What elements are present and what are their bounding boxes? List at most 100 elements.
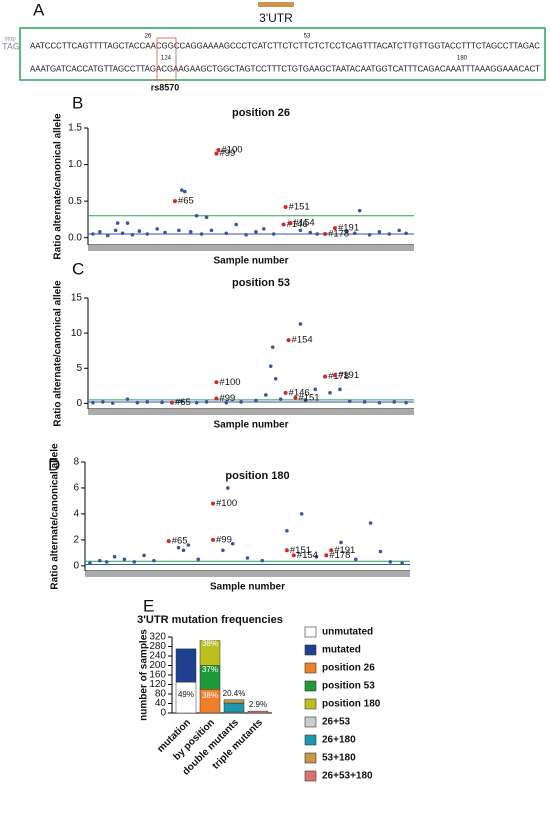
sample-point <box>285 528 289 533</box>
y-tick-label: 80 <box>155 689 167 700</box>
position-label: 26 <box>145 34 152 40</box>
sample-point <box>347 399 352 404</box>
sample-point <box>145 232 150 236</box>
sample-point <box>132 560 137 564</box>
y-tick-label: 0 <box>160 708 166 719</box>
highlight-label: #154 <box>294 218 315 229</box>
legend-label: position 26 <box>322 663 375 674</box>
y-tick-label: 280 <box>149 641 166 652</box>
y-tick-label: 5 <box>76 363 82 374</box>
sample-point <box>186 543 191 547</box>
sample-point <box>91 400 95 405</box>
sample-point <box>315 232 319 236</box>
percent-label: 20.4% <box>223 689 246 698</box>
y-tick-label: 15 <box>71 293 83 304</box>
sample-point <box>91 232 95 236</box>
sample-point <box>368 521 373 525</box>
stop-codon: TAG <box>2 41 20 51</box>
highlight-label: #99 <box>219 148 235 159</box>
sample-point <box>115 221 120 225</box>
sample-point <box>221 548 225 553</box>
bar-segment <box>175 648 197 683</box>
sample-point <box>339 540 343 545</box>
sample-point <box>125 221 130 225</box>
sample-point <box>254 230 258 234</box>
y-tick-label: 120 <box>149 679 166 690</box>
y-axis-label: number of samples <box>139 629 150 721</box>
highlight-label: #151 <box>289 201 310 212</box>
chart-title: 3'UTR mutation frequencies <box>137 614 283 626</box>
sample-point <box>298 228 303 233</box>
legend-swatch <box>304 680 317 692</box>
sample-point <box>101 400 105 404</box>
y-tick-label: 2 <box>73 534 79 545</box>
stop-label: stop <box>4 37 16 43</box>
sample-point <box>264 393 268 397</box>
sample-point <box>194 213 199 218</box>
sample-point <box>88 561 92 566</box>
highlight-point <box>324 553 329 558</box>
bar-segment <box>199 640 221 666</box>
sample-point <box>120 231 125 236</box>
x-axis-label: Sample number <box>210 582 285 593</box>
highlight-label: #99 <box>216 534 232 545</box>
sample-point <box>160 400 164 405</box>
sample-point <box>362 400 367 404</box>
legend-swatch <box>304 644 317 656</box>
y-axis-label: Ratio alternate/canonical allele <box>53 280 64 427</box>
highlight-point <box>214 380 219 385</box>
highlight-point <box>283 390 288 395</box>
sample-point <box>270 345 275 349</box>
legend-swatch <box>304 770 317 782</box>
highlight-point <box>329 548 334 553</box>
sample-point <box>204 400 209 404</box>
sample-point <box>142 553 146 558</box>
sample-point <box>224 400 229 405</box>
panel-label: A <box>33 0 45 19</box>
highlight-label: #154 <box>297 550 318 561</box>
highlight-point <box>291 553 296 558</box>
legend-label: mutated <box>322 645 361 656</box>
highlight-point <box>166 539 171 544</box>
legend-label: unmutated <box>322 627 373 638</box>
y-tick-label: 0 <box>73 560 79 571</box>
percent-label: 37% <box>202 665 218 674</box>
sample-point <box>303 398 308 402</box>
highlight-label: #154 <box>292 335 313 346</box>
sample-point <box>345 229 349 233</box>
highlight-label: #151 <box>290 545 311 556</box>
legend-swatch <box>304 716 317 728</box>
legend-swatch <box>304 698 317 710</box>
y-tick-label: 40 <box>155 698 167 709</box>
highlight-label: #191 <box>338 223 359 234</box>
panel-label: D <box>48 455 60 474</box>
sample-point <box>181 548 186 553</box>
y-axis-label: Ratio alternate/canonical allele <box>53 113 64 260</box>
sample-point <box>224 231 229 236</box>
legend-label: 53+180 <box>322 753 356 764</box>
highlight-point <box>169 400 174 405</box>
position-label: 124 <box>161 56 172 62</box>
highlight-point <box>214 396 219 401</box>
sample-point <box>254 398 258 403</box>
snp-box <box>156 37 177 81</box>
sample-point <box>163 230 167 235</box>
sample-point <box>145 400 150 404</box>
sample-point <box>122 557 127 562</box>
chart-title: position 53 <box>232 277 290 289</box>
highlight-point <box>211 537 216 542</box>
y-tick-label: 10 <box>71 328 83 339</box>
highlight-label: #100 <box>219 377 240 388</box>
sample-point <box>110 401 115 405</box>
highlight-point <box>172 199 177 204</box>
bar-segment <box>223 702 245 713</box>
sample-point <box>204 215 209 220</box>
y-tick-label: 8 <box>73 457 79 468</box>
chart-title: position 26 <box>232 107 290 119</box>
legend-label: 26+53 <box>322 717 351 728</box>
sample-point <box>314 554 319 559</box>
sample-point <box>404 231 408 236</box>
legend-swatch <box>304 752 317 764</box>
legend-label: position 180 <box>322 699 381 710</box>
highlight-label: #191 <box>334 545 355 556</box>
